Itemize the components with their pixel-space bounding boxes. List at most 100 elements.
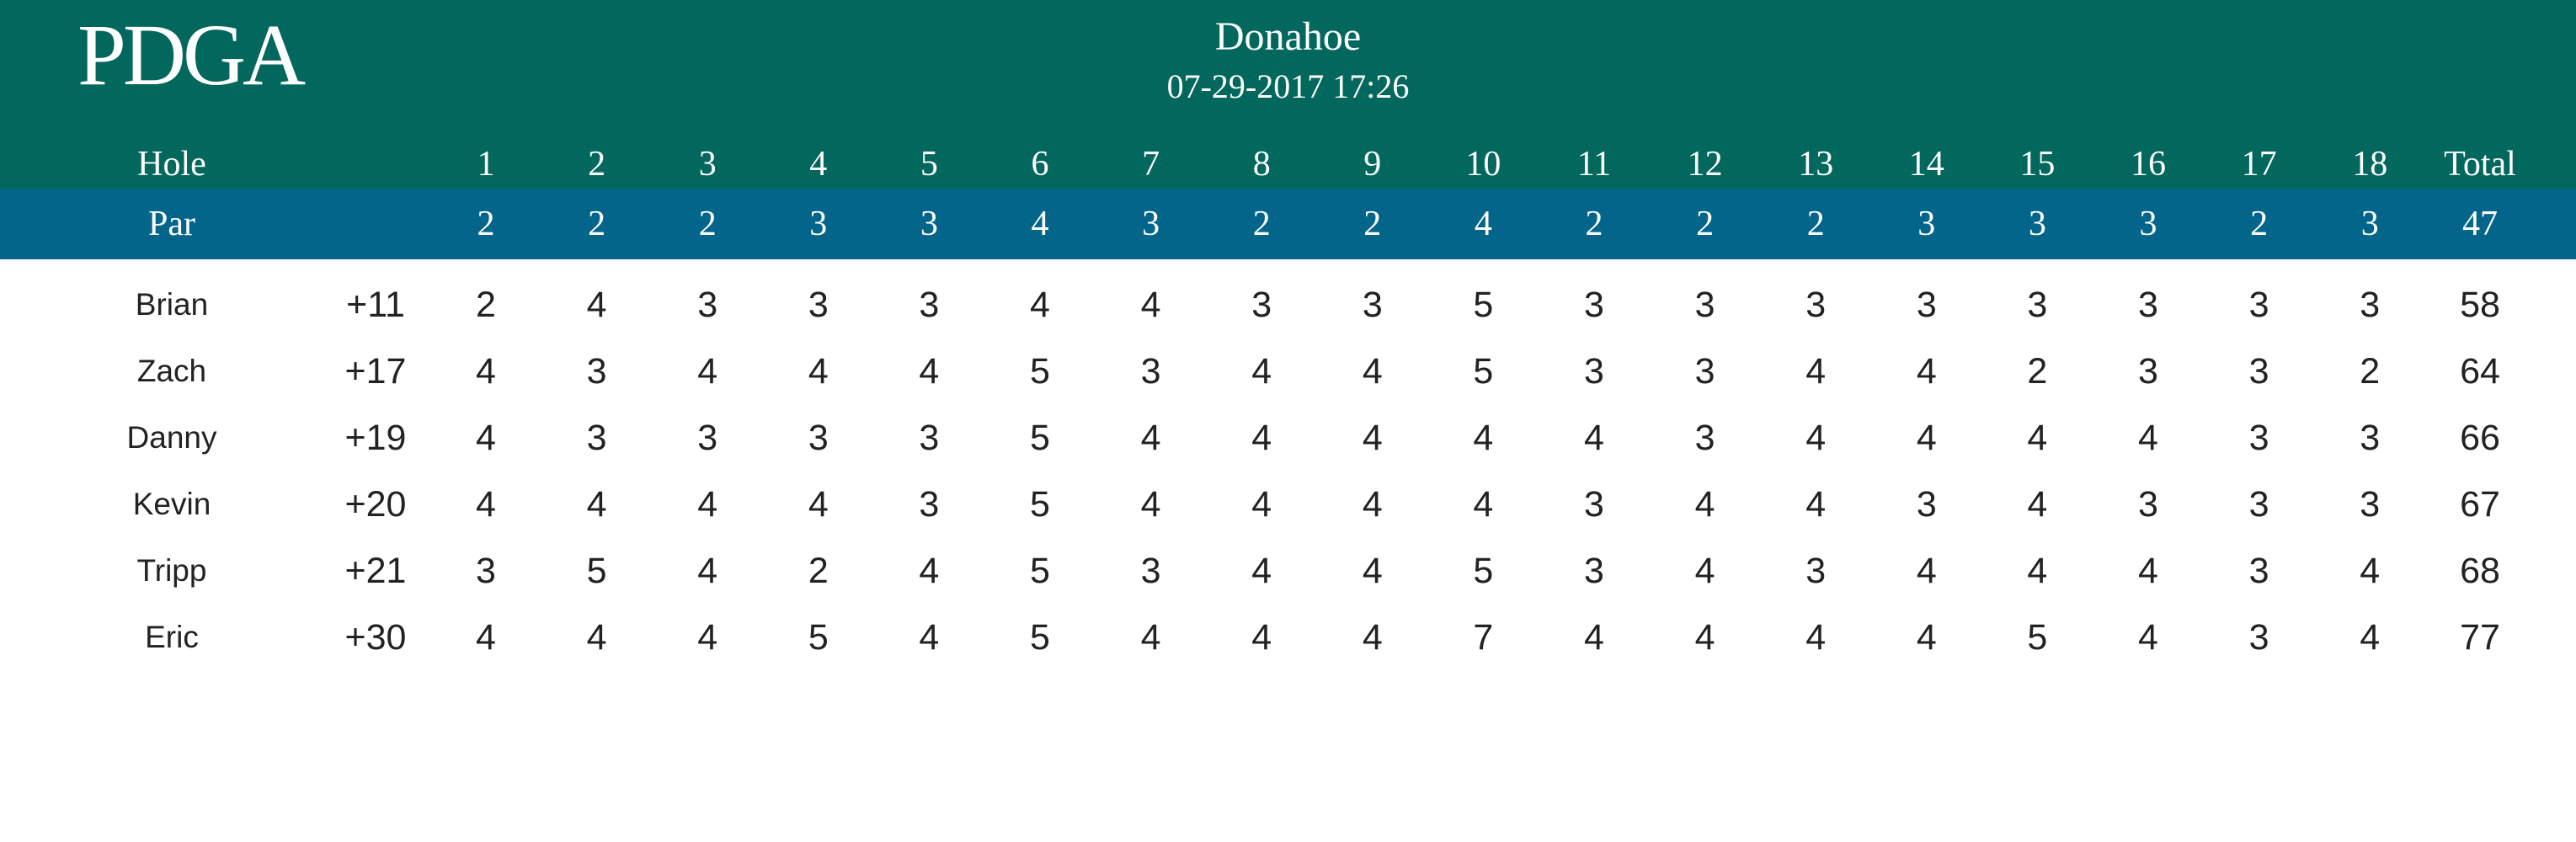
hole-number: 4 <box>809 145 828 184</box>
hole-score: 4 <box>1694 551 1715 591</box>
hole-score: 3 <box>1805 551 1827 591</box>
hole-score: 3 <box>697 285 718 325</box>
hole-number: 13 <box>1798 145 1834 184</box>
hole-score: 3 <box>2248 551 2269 591</box>
hole-number: 1 <box>477 145 495 184</box>
hole-score: 4 <box>1251 351 1272 392</box>
player-total: 68 <box>2460 551 2500 591</box>
par-value: 3 <box>2139 205 2157 243</box>
hole-score: 3 <box>2248 617 2269 658</box>
hole-score: 4 <box>2027 418 2048 458</box>
hole-score: 4 <box>586 484 607 525</box>
hole-score: 4 <box>2138 418 2158 458</box>
hole-score: 4 <box>1030 285 1050 325</box>
player-total: 58 <box>2460 285 2500 325</box>
hole-label: Hole <box>137 145 206 184</box>
par-value: 2 <box>588 205 606 243</box>
hole-score: 4 <box>1251 551 1272 591</box>
hole-score: 4 <box>1251 484 1272 525</box>
hole-score: 3 <box>2248 484 2269 525</box>
hole-score: 3 <box>2360 484 2381 525</box>
hole-score: 2 <box>476 285 496 325</box>
hole-score: 4 <box>697 351 718 392</box>
hole-score: 3 <box>2248 285 2269 325</box>
hole-score: 4 <box>1694 484 1715 525</box>
par-label: Par <box>148 205 195 243</box>
hole-score: 4 <box>697 551 718 591</box>
player-relative-score: +17 <box>344 351 407 392</box>
hole-score: 4 <box>1805 484 1827 525</box>
par-value: 4 <box>1474 205 1492 243</box>
player-row: Brian +11 2 4 3 3 3 4 4 3 3 5 3 3 3 3 3 3 3 3 58 <box>0 271 2576 338</box>
hole-score: 4 <box>1916 351 1937 392</box>
hole-number: 6 <box>1031 145 1049 184</box>
player-row: Tripp +21 3 5 4 2 4 5 3 4 4 5 3 4 3 4 4 4 3 4 68 <box>0 537 2576 605</box>
player-name: Zach <box>136 354 207 388</box>
player-row: Danny +19 4 3 3 3 3 5 4 4 4 4 4 3 4 4 4 4 3 3 66 <box>0 404 2576 472</box>
hole-number: 11 <box>1576 145 1612 184</box>
player-total: 64 <box>2460 351 2500 392</box>
hole-score: 2 <box>2360 351 2381 392</box>
hole-score: 4 <box>1916 617 1937 658</box>
player-total: 66 <box>2460 418 2500 458</box>
hole-score: 3 <box>808 285 829 325</box>
hole-score: 4 <box>476 418 496 458</box>
hole-score: 3 <box>2138 484 2158 525</box>
hole-score: 3 <box>919 484 940 525</box>
hole-number: 3 <box>698 145 717 184</box>
hole-score: 4 <box>1251 617 1272 658</box>
hole-number-row: Hole 1 2 3 4 5 6 7 8 9 10 11 12 13 14 15 16 17 18 Total <box>0 140 2576 189</box>
hole-score: 3 <box>2027 285 2048 325</box>
par-value: 4 <box>1031 205 1049 243</box>
par-value: 2 <box>2250 205 2269 243</box>
hole-score: 5 <box>586 551 607 591</box>
hole-score: 4 <box>1362 551 1383 591</box>
hole-number: 15 <box>2019 145 2056 184</box>
hole-score: 3 <box>1694 418 1715 458</box>
par-value: 3 <box>920 205 938 243</box>
par-value: 2 <box>1363 205 1382 243</box>
round-datetime: 07-29-2017 17:26 <box>1166 67 1410 105</box>
hole-score: 3 <box>1584 551 1604 591</box>
hole-score: 3 <box>1362 285 1383 325</box>
hole-number: 10 <box>1465 145 1501 184</box>
hole-score: 4 <box>808 484 829 525</box>
hole-score: 7 <box>1473 617 1494 658</box>
hole-score: 3 <box>1251 285 1272 325</box>
hole-score: 4 <box>1694 617 1715 658</box>
player-relative-score: +11 <box>346 285 405 325</box>
hole-score: 3 <box>586 418 607 458</box>
pdga-logo: PDGA <box>77 7 306 104</box>
hole-score: 4 <box>476 617 496 658</box>
hole-score: 3 <box>2360 418 2381 458</box>
par-value: 2 <box>1696 205 1715 243</box>
hole-score: 5 <box>1030 484 1050 525</box>
hole-score: 3 <box>2138 351 2158 392</box>
hole-score: 4 <box>1140 484 1161 525</box>
hole-score: 3 <box>1916 484 1937 525</box>
course-title: Donahoe <box>1214 14 1362 59</box>
hole-score: 3 <box>1805 285 1827 325</box>
par-value: 2 <box>477 205 495 243</box>
player-total: 77 <box>2460 617 2500 658</box>
hole-score: 4 <box>586 285 607 325</box>
hole-score: 4 <box>1916 551 1937 591</box>
hole-score: 4 <box>1251 418 1272 458</box>
hole-score: 4 <box>2027 551 2048 591</box>
hole-score: 4 <box>808 351 829 392</box>
hole-number: 2 <box>588 145 606 184</box>
hole-score: 3 <box>919 285 940 325</box>
par-value: 3 <box>1142 205 1160 243</box>
hole-score: 5 <box>1030 418 1050 458</box>
hole-score: 5 <box>1030 351 1050 392</box>
hole-score: 3 <box>1140 351 1161 392</box>
par-value: 2 <box>1252 205 1271 243</box>
hole-score: 4 <box>2138 617 2158 658</box>
hole-score: 3 <box>1140 551 1161 591</box>
hole-score: 4 <box>2138 551 2158 591</box>
player-row: Eric +30 4 4 4 5 4 5 4 4 4 7 4 4 4 4 5 4 3 4 77 <box>0 604 2576 671</box>
hole-number: 14 <box>1908 145 1944 184</box>
hole-score: 4 <box>1805 418 1827 458</box>
player-relative-score: +20 <box>344 484 407 525</box>
par-value: 3 <box>2028 205 2046 243</box>
